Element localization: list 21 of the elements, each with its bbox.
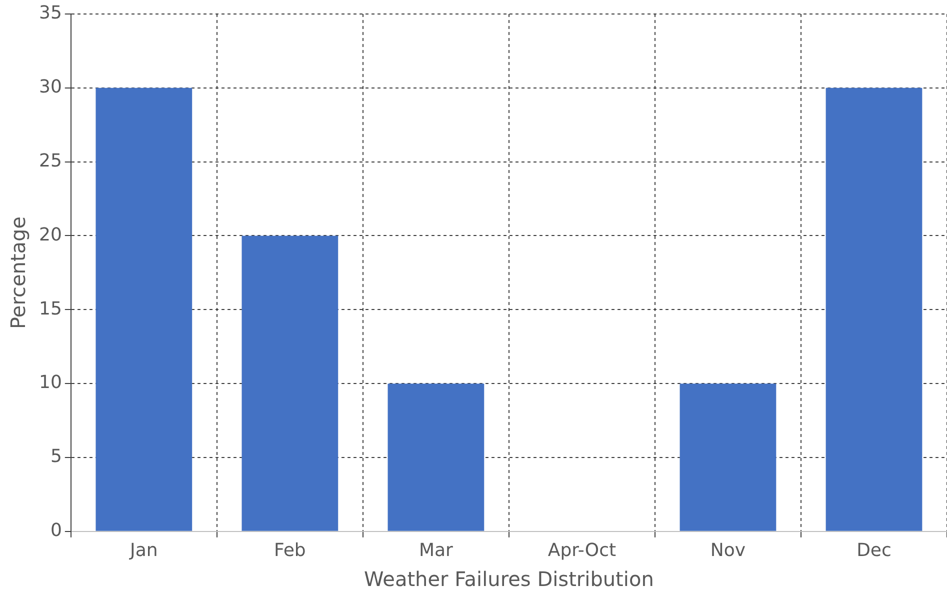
y-tick-label: 20	[39, 224, 62, 246]
y-tick-label: 10	[39, 372, 62, 394]
bar	[826, 88, 922, 531]
y-tick-label: 25	[39, 150, 62, 172]
y-axis-title: Percentage	[6, 216, 30, 329]
x-tick-label: Mar	[418, 540, 454, 561]
y-tick-label: 35	[39, 2, 62, 24]
bar	[680, 384, 776, 531]
bar	[388, 384, 484, 531]
y-tick-label: 0	[50, 520, 62, 542]
y-tick-label: 15	[39, 298, 62, 320]
x-tick-label: Apr-Oct	[548, 540, 616, 561]
x-tick-label: Nov	[710, 540, 746, 561]
x-tick-label: Dec	[856, 540, 892, 561]
x-tick-label: Feb	[274, 540, 306, 561]
y-tick-label: 30	[39, 76, 62, 98]
x-axis-title: Weather Failures Distribution	[364, 567, 654, 592]
bar	[242, 236, 338, 531]
y-tick-label: 5	[50, 446, 62, 468]
x-tick-label: Jan	[129, 540, 158, 561]
bar	[96, 88, 192, 531]
